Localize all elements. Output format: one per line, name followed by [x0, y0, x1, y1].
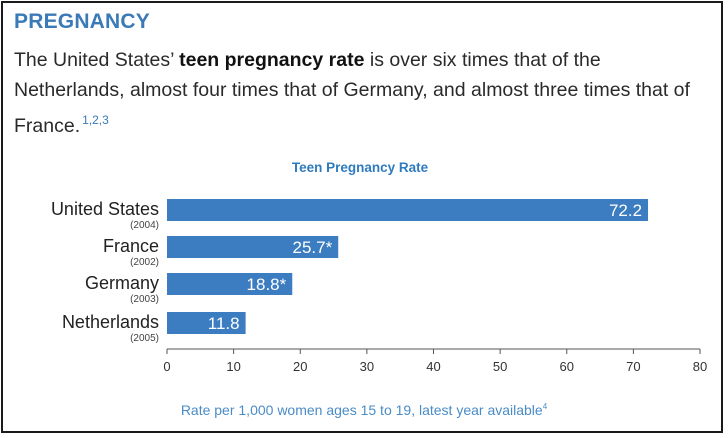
intro-text-start: The United States’	[14, 49, 180, 71]
bar	[167, 273, 293, 295]
category-year-label: (2005)	[130, 333, 159, 344]
chart-caption: Rate per 1,000 women ages 15 to 19, late…	[0, 402, 728, 418]
intro-text-end: is over six times that of the Netherland…	[14, 49, 690, 137]
x-tick-label: 40	[426, 359, 440, 374]
category-label: France	[103, 236, 159, 256]
bar-value-label: 72.2	[609, 201, 642, 220]
x-tick-label: 80	[693, 359, 707, 374]
category-year-label: (2004)	[130, 220, 159, 231]
x-tick-label: 10	[226, 359, 240, 374]
category-label: Germany	[85, 273, 159, 293]
bar	[167, 199, 649, 221]
intro-bold-term: teen pregnancy rate	[179, 49, 365, 71]
x-tick-label: 60	[560, 359, 574, 374]
bar	[167, 312, 246, 334]
chart-title: Teen Pregnancy Rate	[291, 160, 429, 175]
intro-paragraph: The United States’ teen pregnancy rate i…	[14, 45, 704, 141]
intro-reference-link[interactable]: 1,2,3	[82, 113, 109, 127]
x-tick-label: 20	[293, 359, 307, 374]
bar	[167, 236, 339, 258]
x-tick-label: 30	[360, 359, 374, 374]
chart-caption-text: Rate per 1,000 women ages 15 to 19, late…	[180, 402, 543, 418]
x-tick-label: 0	[163, 359, 170, 374]
category-year-label: (2003)	[130, 294, 159, 305]
x-tick-label: 50	[493, 359, 507, 374]
bar-value-label: 11.8	[208, 314, 240, 333]
category-year-label: (2002)	[130, 257, 159, 268]
x-tick-label: 70	[626, 359, 640, 374]
caption-reference: 4	[542, 402, 548, 411]
bar-value-label: 25.7*	[293, 238, 333, 257]
category-label: Netherlands	[62, 312, 159, 332]
category-label: United States	[51, 199, 159, 219]
bar-value-label: 18.8*	[247, 275, 287, 294]
section-heading: PREGNANCY	[14, 10, 150, 33]
